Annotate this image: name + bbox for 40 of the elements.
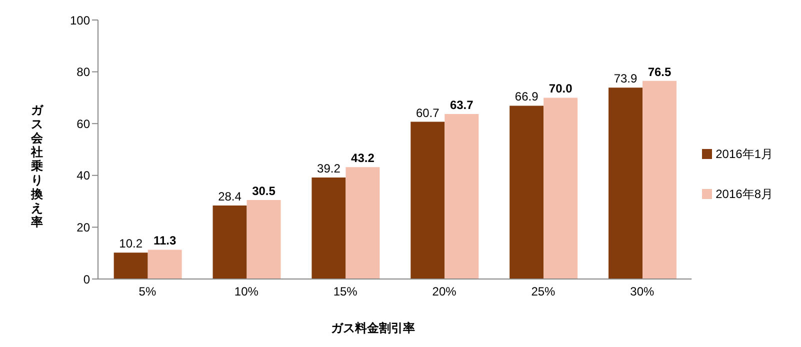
x-tick-label: 5% bbox=[138, 284, 156, 299]
legend-label: 2016年8月 bbox=[716, 186, 773, 200]
data-label: 73.9 bbox=[614, 72, 638, 86]
y-tick-label: 40 bbox=[76, 168, 90, 183]
data-label: 28.4 bbox=[218, 189, 242, 204]
data-label: 11.3 bbox=[153, 234, 176, 248]
data-label: 63.7 bbox=[450, 98, 474, 112]
bar bbox=[114, 252, 148, 279]
bar bbox=[642, 80, 677, 279]
data-label: 76.5 bbox=[648, 64, 672, 79]
x-axis-title: ガス料金割引率 bbox=[330, 320, 416, 337]
data-label: 39.2 bbox=[317, 161, 341, 176]
x-tick-label: 20% bbox=[432, 284, 457, 299]
x-tick-label: 10% bbox=[234, 284, 259, 299]
data-label: 10.2 bbox=[119, 236, 143, 251]
data-label: 43.2 bbox=[351, 151, 375, 166]
bar bbox=[346, 167, 380, 279]
bar bbox=[444, 114, 479, 279]
data-label: 60.7 bbox=[416, 106, 440, 120]
data-label: 66.9 bbox=[514, 90, 539, 104]
y-tick-label: 80 bbox=[76, 65, 90, 80]
y-tick-label: 100 bbox=[70, 13, 90, 28]
bar bbox=[246, 200, 281, 279]
bar bbox=[544, 98, 578, 279]
x-tick-label: 15% bbox=[333, 284, 358, 299]
data-label: 70.0 bbox=[548, 82, 573, 96]
legend-label: 2016年1月 bbox=[716, 146, 773, 160]
bar bbox=[410, 122, 445, 279]
y-tick-label: 60 bbox=[76, 116, 90, 131]
y-tick-label: 0 bbox=[83, 272, 90, 286]
data-label: 30.5 bbox=[252, 184, 276, 198]
bar bbox=[510, 106, 544, 279]
text: ガス会社乗り換え率 bbox=[31, 103, 43, 229]
x-tick-label: 25% bbox=[531, 284, 556, 299]
bar bbox=[312, 177, 346, 279]
y-tick-label: 20 bbox=[76, 220, 90, 234]
x-tick-label: 30% bbox=[630, 284, 654, 299]
bar bbox=[212, 205, 247, 279]
bar bbox=[148, 250, 182, 279]
bar bbox=[608, 88, 643, 279]
